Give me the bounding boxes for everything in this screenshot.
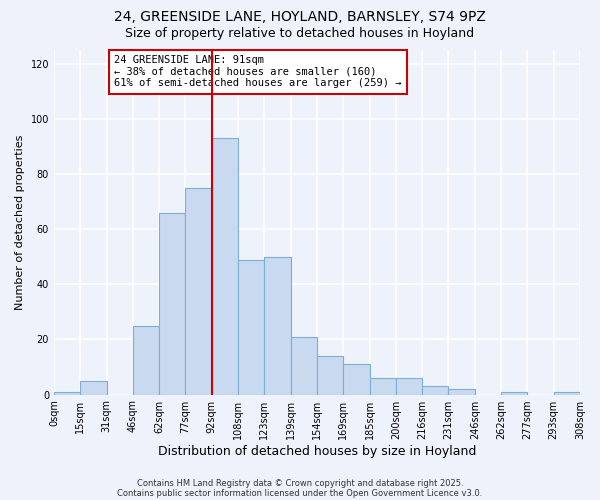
Text: 24, GREENSIDE LANE, HOYLAND, BARNSLEY, S74 9PZ: 24, GREENSIDE LANE, HOYLAND, BARNSLEY, S… [114,10,486,24]
Bar [54,392,80,394]
Text: Contains HM Land Registry data © Crown copyright and database right 2025.: Contains HM Land Registry data © Crown c… [137,478,463,488]
Text: Size of property relative to detached houses in Hoyland: Size of property relative to detached ho… [125,28,475,40]
Bar [159,212,185,394]
Bar [317,356,343,395]
Bar [554,392,580,394]
Bar [212,138,238,394]
Bar [396,378,422,394]
X-axis label: Distribution of detached houses by size in Hoyland: Distribution of detached houses by size … [158,444,476,458]
Bar [80,381,107,394]
Bar [290,336,317,394]
Text: 24 GREENSIDE LANE: 91sqm
← 38% of detached houses are smaller (160)
61% of semi-: 24 GREENSIDE LANE: 91sqm ← 38% of detach… [115,55,402,88]
Bar [501,392,527,394]
Bar [185,188,212,394]
Bar [133,326,159,394]
Bar [448,389,475,394]
Bar [343,364,370,394]
Bar [422,386,448,394]
Bar [370,378,396,394]
Y-axis label: Number of detached properties: Number of detached properties [15,134,25,310]
Text: Contains public sector information licensed under the Open Government Licence v3: Contains public sector information licen… [118,488,482,498]
Bar [265,257,290,394]
Bar [238,260,265,394]
